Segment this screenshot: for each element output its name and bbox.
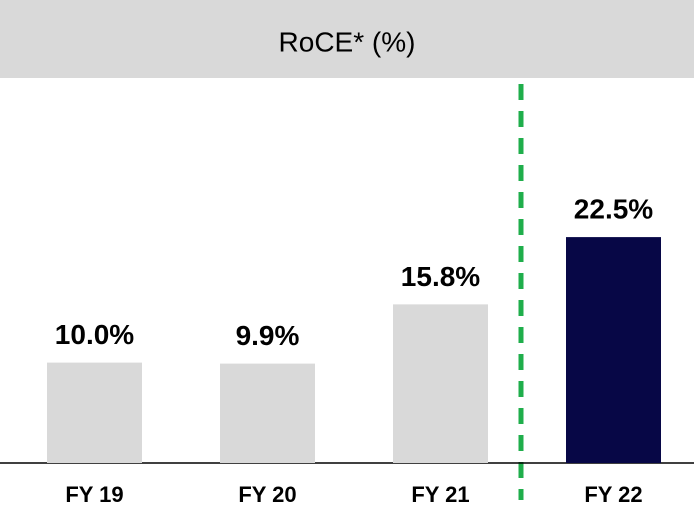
value-label: 10.0% — [55, 319, 134, 350]
x-tick-label: FY 20 — [238, 482, 296, 507]
title-band — [0, 0, 694, 78]
bar — [566, 237, 661, 463]
bar — [393, 304, 488, 463]
value-label: 9.9% — [236, 320, 300, 351]
value-label: 22.5% — [574, 193, 653, 224]
bar — [220, 363, 315, 463]
x-tick-label: FY 22 — [584, 482, 642, 507]
x-tick-label: FY 21 — [411, 482, 469, 507]
bar — [47, 362, 142, 463]
x-tick-label: FY 19 — [65, 482, 123, 507]
value-label: 15.8% — [401, 261, 480, 292]
chart-title: RoCE* (%) — [279, 26, 416, 57]
